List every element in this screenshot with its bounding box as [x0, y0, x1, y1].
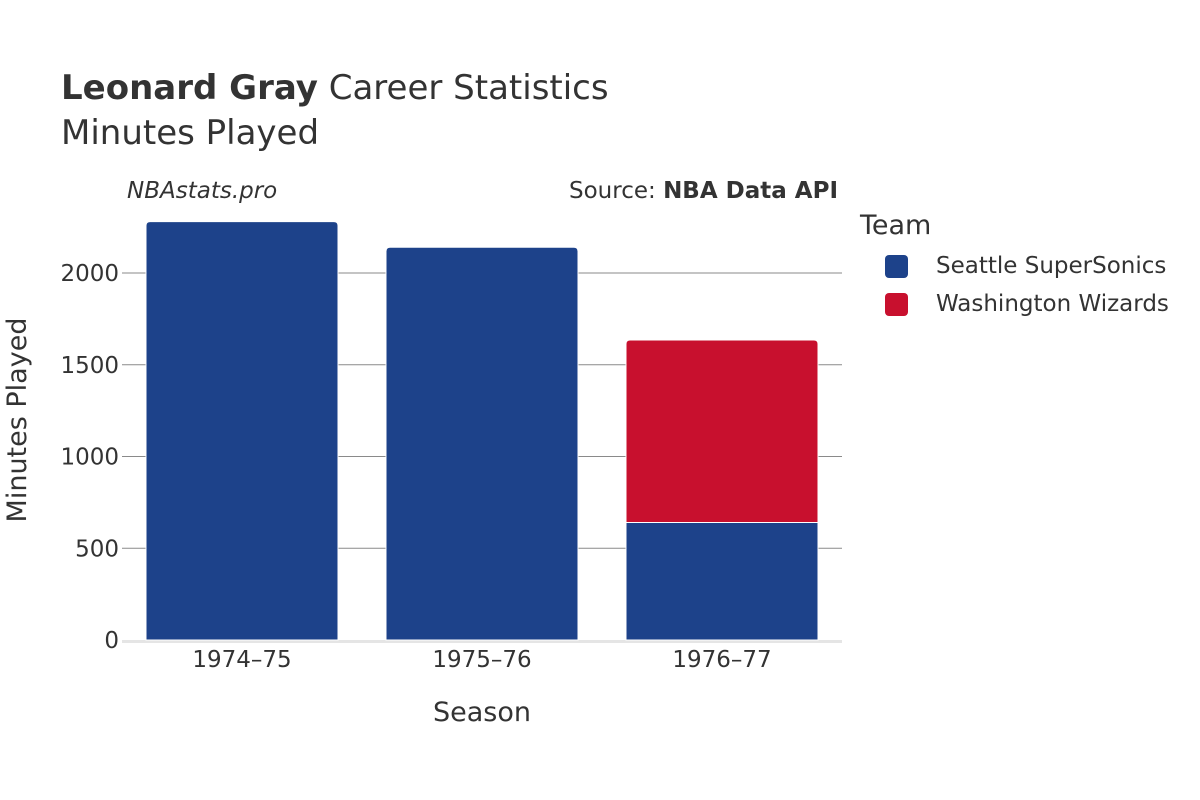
bar-1975–76-seattle-supersonics[interactable]	[385, 246, 579, 641]
source-credit: Source: NBA Data API	[569, 178, 838, 204]
legend-title: Team	[860, 210, 932, 241]
y-tick-label: 0	[104, 628, 119, 654]
source-name: NBA Data API	[663, 178, 838, 204]
chart-subtitle: Minutes Played	[61, 113, 320, 153]
legend-label-seattle: Seattle SuperSonics	[936, 253, 1167, 279]
y-tick-label: 1000	[60, 445, 119, 471]
legend-item-seattle-supersonics[interactable]: Seattle SuperSonics	[885, 252, 1166, 280]
x-tick-labels: 1974–75 1975–76 1976–77	[192, 647, 771, 673]
bar-1976–77-washington-wizards[interactable]	[625, 339, 819, 524]
y-axis-title: Minutes Played	[2, 318, 33, 523]
legend-label-washington: Washington Wizards	[936, 291, 1169, 317]
title-rest: Career Statistics	[328, 68, 609, 108]
x-tick-label: 1974–75	[192, 647, 291, 673]
legend-swatch-seattle	[885, 254, 908, 278]
x-tick-label: 1976–77	[672, 647, 771, 673]
y-tick-label: 2000	[60, 261, 119, 287]
source-prefix: Source:	[569, 178, 664, 204]
y-tick-label: 1500	[60, 353, 119, 379]
bar-1976–77-seattle-supersonics[interactable]	[625, 522, 819, 641]
player-name: Leonard Gray	[61, 68, 318, 108]
chart-title: Leonard Gray Career Statistics	[61, 68, 609, 108]
x-axis-title: Season	[433, 697, 531, 728]
y-tick-labels: 0 500 1000 1500 2000	[60, 261, 119, 654]
y-tick-label: 500	[75, 536, 119, 562]
bars	[145, 221, 819, 641]
legend-swatch-washington	[885, 292, 908, 316]
watermark: NBAstats.pro	[127, 178, 278, 204]
legend-item-washington-wizards[interactable]: Washington Wizards	[885, 290, 1169, 318]
bar-1974–75-seattle-supersonics[interactable]	[145, 221, 339, 641]
x-tick-label: 1975–76	[432, 647, 531, 673]
